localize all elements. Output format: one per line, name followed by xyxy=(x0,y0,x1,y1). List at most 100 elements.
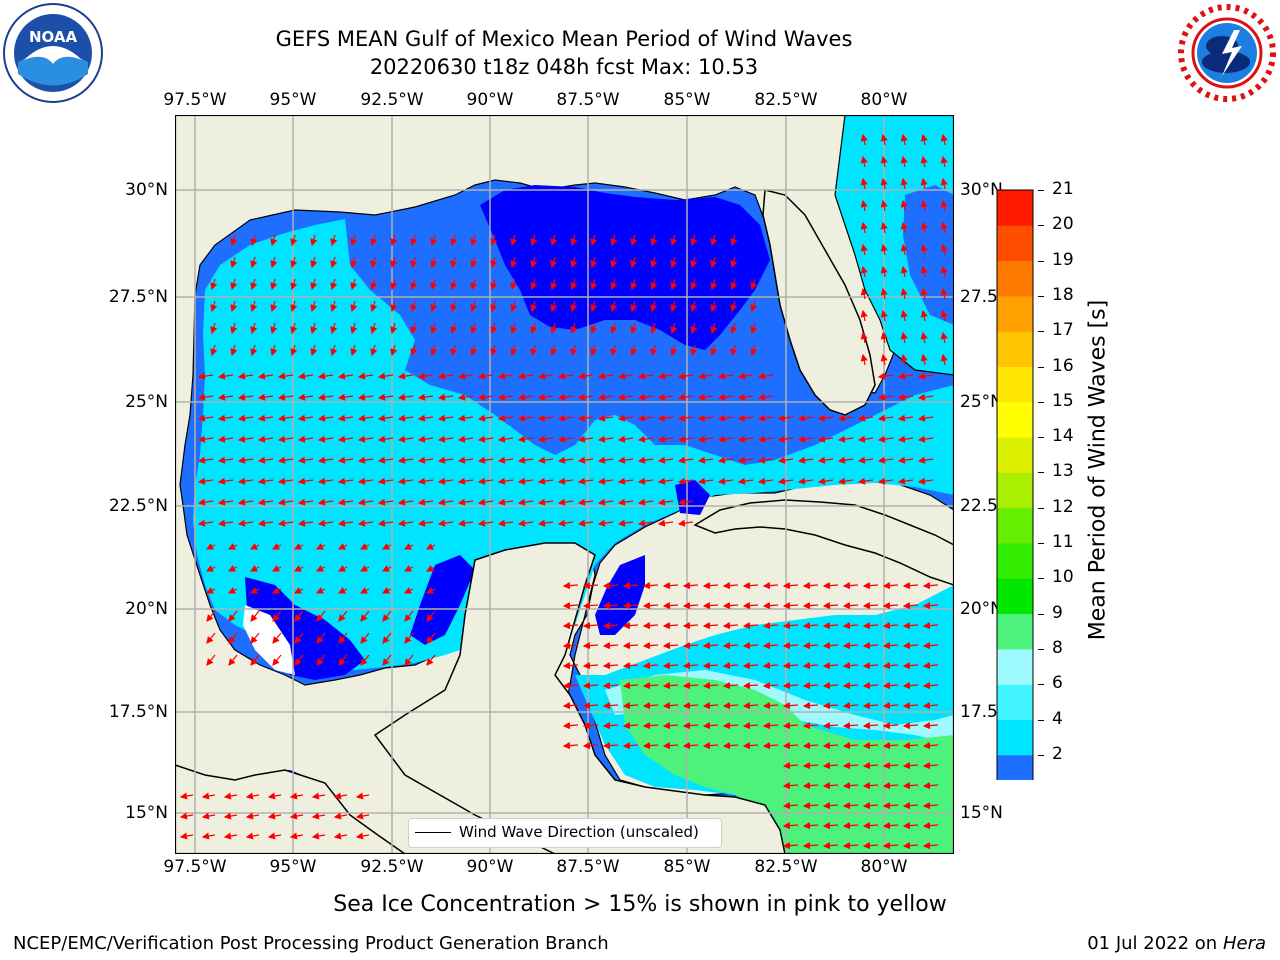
wind-arrow xyxy=(550,234,558,247)
wind-arrow xyxy=(737,414,754,422)
wind-arrow xyxy=(842,681,859,690)
wind-arrow xyxy=(690,256,698,269)
wind-arrow xyxy=(650,234,658,247)
wind-arrow xyxy=(940,177,948,190)
colorbar-tick-mark xyxy=(1038,684,1044,686)
wind-arrow xyxy=(922,621,939,630)
wind-arrow xyxy=(297,498,314,506)
cuba-island xyxy=(693,499,954,586)
wind-arrow xyxy=(897,393,914,401)
colorbar-segment xyxy=(997,648,1033,685)
sea-ice-caption: Sea Ice Concentration > 15% is shown in … xyxy=(333,892,947,917)
wind-arrow xyxy=(822,801,839,810)
wind-arrow xyxy=(842,801,859,810)
wind-arrow xyxy=(777,435,794,443)
wind-arrow xyxy=(570,322,578,335)
wind-arrow xyxy=(359,543,370,550)
wind-arrow xyxy=(642,661,659,670)
lon-tick-top: 92.5°W xyxy=(360,90,424,110)
wind-arrow xyxy=(940,243,948,256)
wind-arrow xyxy=(377,477,394,485)
wind-arrow xyxy=(900,133,908,146)
wind-arrow xyxy=(662,641,679,650)
lon-tick-top: 97.5°W xyxy=(163,90,227,110)
wind-arrow xyxy=(257,456,274,464)
wind-arrow xyxy=(877,414,894,422)
wind-arrow xyxy=(497,477,514,485)
wind-arrow xyxy=(650,344,658,357)
wind-arrow xyxy=(922,761,939,770)
wind-arrow xyxy=(742,721,759,730)
wind-arrow xyxy=(902,601,919,610)
wind-arrow xyxy=(250,610,260,622)
lon-tick-top: 87.5°W xyxy=(556,90,620,110)
wind-arrow xyxy=(842,821,859,830)
colorbar-tick-label: 13 xyxy=(1052,461,1074,482)
wind-arrow xyxy=(750,322,758,335)
wind-arrow xyxy=(330,300,338,313)
wind-arrow xyxy=(570,278,578,291)
wind-arrow xyxy=(642,741,659,750)
wind-arrow xyxy=(762,701,779,710)
wind-arrow xyxy=(590,278,598,291)
wind-arrow xyxy=(690,278,698,291)
wind-arrows xyxy=(179,133,948,850)
wind-arrow xyxy=(206,654,216,666)
lat-tick-right: 22.5 xyxy=(960,496,998,516)
wind-arrow xyxy=(230,256,238,269)
wind-arrow xyxy=(622,661,639,670)
wind-arrow xyxy=(582,641,599,650)
wind-arrow xyxy=(662,581,679,590)
wind-arrow xyxy=(920,199,928,212)
wind-arrow xyxy=(690,234,698,247)
wind-arrow xyxy=(330,234,338,247)
wind-arrow xyxy=(597,477,614,485)
wind-arrow xyxy=(290,322,298,335)
wind-arrow xyxy=(802,601,819,610)
wind-arrow xyxy=(582,681,599,690)
wind-arrow xyxy=(310,256,318,269)
wind-arrow xyxy=(882,581,899,590)
deep-blue-yucatan xyxy=(595,555,645,635)
wind-arrow xyxy=(390,300,398,313)
wind-arrow xyxy=(730,300,738,313)
wind-arrow xyxy=(230,234,238,247)
wind-arrow xyxy=(677,414,694,422)
wind-arrow xyxy=(842,781,859,790)
wind-arrow xyxy=(497,372,514,380)
wind-arrow xyxy=(860,265,868,278)
wind-arrow xyxy=(562,601,579,610)
wind-arrow xyxy=(622,741,639,750)
wind-arrow xyxy=(317,456,334,464)
wind-arrow xyxy=(333,832,348,840)
wind-arrow xyxy=(201,832,216,840)
wind-arrow xyxy=(882,781,899,790)
map-legend: Wind Wave Direction (unscaled) xyxy=(408,818,722,848)
colorbar-tick-label: 15 xyxy=(1052,390,1074,411)
wind-arrow xyxy=(920,287,928,300)
wind-arrow xyxy=(257,477,274,485)
colorbar-tick-label: 11 xyxy=(1052,532,1074,552)
colorbar-segment xyxy=(997,613,1033,650)
wind-arrow xyxy=(404,610,414,622)
wind-arrow xyxy=(417,456,434,464)
wind-arrow xyxy=(257,393,274,401)
wind-arrow xyxy=(782,621,799,630)
wind-arrow xyxy=(597,372,614,380)
wind-arrow xyxy=(557,498,574,506)
wind-arrow xyxy=(657,477,674,485)
wind-arrow xyxy=(657,498,674,506)
wind-arrow xyxy=(227,565,238,572)
wind-arrow xyxy=(370,256,378,269)
wind-arrow xyxy=(338,632,348,644)
wind-arrow xyxy=(217,477,234,485)
wind-arrow xyxy=(782,661,799,670)
wind-arrow xyxy=(900,221,908,234)
colorbar-tick-label: 12 xyxy=(1052,496,1074,517)
wind-arrow xyxy=(450,300,458,313)
wind-arrow xyxy=(802,741,819,750)
wind-arrow xyxy=(782,681,799,690)
wind-arrow xyxy=(650,322,658,335)
wind-arrow xyxy=(417,393,434,401)
wind-arrow xyxy=(410,322,418,335)
